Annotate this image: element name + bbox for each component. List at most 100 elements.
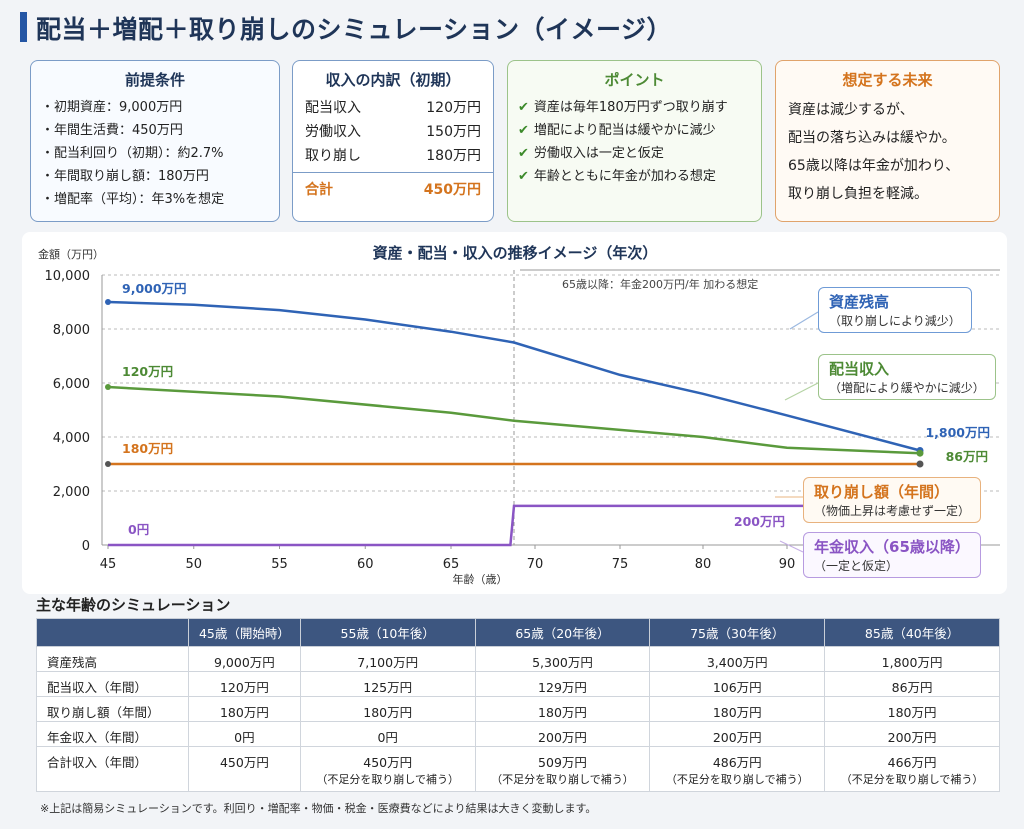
table-cell: 200万円	[649, 721, 826, 747]
income-label: 配当収入	[305, 100, 361, 116]
row-label: 合計収入（年間）	[36, 746, 189, 792]
table-cell: 125万円	[299, 671, 476, 697]
income-row: 配当収入 120万円	[293, 96, 493, 120]
y-tick-label: 8,000	[53, 323, 90, 338]
data-label: 9,000万円	[122, 281, 187, 296]
table-row: 資産残高 9,000万円 7,100万円 5,300万円 3,400万円 1,800万円	[36, 646, 1000, 672]
series-line-0	[107, 300, 921, 452]
y-tick-label: 2,000	[53, 485, 90, 500]
data-label: 1,800万円	[925, 425, 990, 440]
cell-value: 3,400万円	[706, 655, 768, 670]
cell-value: 180万円	[887, 705, 937, 720]
data-label: 86万円	[946, 449, 988, 464]
table-cell: 180万円	[824, 696, 1000, 722]
row-label: 配当収入（年間）	[36, 671, 189, 697]
future-box: 想定する未来 資産は減少するが、 配当の落ち込みは緩やか。 65歳以降は年金が加…	[775, 60, 1000, 222]
table-cell: 450万円	[188, 746, 301, 792]
callout-asset-title: 資産残高	[829, 293, 890, 311]
points-heading: ポイント	[604, 71, 665, 89]
table-cell: 200万円	[824, 721, 1000, 747]
cell-value: 200万円	[712, 730, 762, 745]
callout-leader	[789, 311, 819, 330]
y-tick-label: 4,000	[53, 431, 90, 446]
cell-value: 0円	[234, 730, 255, 745]
simulation-table: 45歳（開始時） 55歳（10年後） 65歳（20年後） 75歳（30年後） 8…	[36, 618, 1000, 792]
callout-withdrawal-note: （物価上昇は考慮せず一定）	[814, 504, 971, 518]
series-start-point	[105, 384, 111, 391]
column-header: 55歳（10年後）	[299, 618, 476, 647]
cell-value: 1,800万円	[881, 655, 943, 670]
table-cell: 5,300万円	[474, 646, 651, 672]
title-accent-bar	[20, 12, 27, 42]
check-icon: ✔	[518, 146, 529, 161]
cell-value: 86万円	[891, 680, 933, 695]
cell-value: 450万円	[219, 755, 269, 770]
y-tick-label: 10,000	[45, 269, 91, 284]
y-tick-label: 0	[82, 539, 90, 554]
future-heading: 想定する未来	[842, 71, 933, 89]
premises-box: 前提条件 ・初期資産：9,000万円 ・年間生活費：450万円 ・配当利回り（初…	[30, 60, 280, 222]
check-icon: ✔	[518, 123, 529, 138]
page-title: 配当＋増配＋取り崩しのシミュレーション（イメージ）	[36, 15, 673, 44]
x-tick-label: 70	[527, 557, 544, 572]
cell-value: 200万円	[538, 730, 587, 745]
series-line-3	[108, 504, 841, 547]
points-box: ポイント ✔ 資産は毎年180万円ずつ取り崩す ✔ 増配により配当は緩やかに減少 ✔…	[507, 60, 762, 222]
table-row: 配当収入（年間） 120万円 125万円 129万円 106万円 86万円	[36, 671, 1000, 697]
income-total-label: 合計	[305, 182, 333, 198]
table-cell: 466万円 （不足分を取り崩しで補う）	[824, 746, 1000, 792]
callout-dividend: 配当収入 （増配により緩やかに減少）	[818, 354, 996, 400]
x-tick-label: 65	[443, 557, 460, 572]
callout-dividend-title: 配当収入	[829, 360, 890, 378]
table-cell: 486万円 （不足分を取り崩しで補う）	[649, 746, 826, 792]
column-header: 75歳（30年後）	[649, 618, 826, 647]
data-label: 180万円	[122, 441, 173, 456]
table-cell: 0円	[299, 721, 476, 747]
x-tick-label: 55	[271, 557, 288, 572]
callout-withdrawal: 取り崩し額（年間） （物価上昇は考慮せず一定）	[803, 477, 982, 523]
pension-annotation: 65歳以降：年金200万円/年 加わる想定	[562, 277, 758, 291]
x-tick-label: 90	[779, 557, 796, 572]
table-cell: 120万円	[188, 671, 301, 697]
table-cell: 509万円 （不足分を取り崩しで補う）	[474, 746, 651, 792]
line-chart: 資産・配当・収入の推移イメージ（年次） 金額（万円） 年齢（歳） 0 2,000 4,00…	[38, 244, 1000, 586]
premise-item: ・年間取り崩し額：180万円	[41, 169, 209, 184]
callout-asset-note: （取り崩しにより減少）	[829, 314, 961, 328]
cell-value: 106万円	[712, 680, 762, 695]
premise-item: ・年間生活費：450万円	[41, 123, 183, 138]
income-value: 180万円	[426, 148, 481, 164]
row-label: 年金収入（年間）	[36, 721, 189, 747]
series-line-1	[107, 385, 921, 455]
cell-note: （不足分を取り崩しで補う）	[840, 773, 984, 786]
table-cell: 3,400万円	[649, 646, 826, 672]
cell-value: 180万円	[363, 705, 413, 720]
x-tick-label: 75	[612, 557, 629, 572]
future-line: 配当の落ち込みは緩やか。	[788, 130, 956, 146]
cell-value: 125万円	[363, 680, 413, 695]
income-label: 労働収入	[305, 124, 361, 140]
table-cell: 9,000万円	[188, 646, 301, 672]
income-total-row: 合計 450万円	[293, 172, 493, 202]
future-line: 65歳以降は年金が加わり、	[788, 158, 960, 174]
table-cell: 180万円	[299, 696, 476, 722]
table-cell: 180万円	[649, 696, 826, 722]
column-header: 45歳（開始時）	[188, 618, 301, 647]
income-row: 労働収入 150万円	[293, 120, 493, 144]
premise-item: ・配当利回り（初期）：約2.7%	[41, 146, 224, 161]
cell-value: 180万円	[712, 705, 762, 720]
cell-value: 9,000万円	[214, 655, 275, 670]
future-line: 取り崩し負担を軽減。	[788, 186, 928, 202]
table-cell: 1,800万円	[824, 646, 1000, 672]
premise-item: ・初期資産：9,000万円	[41, 100, 183, 115]
series-start-point	[105, 461, 111, 467]
data-label: 0円	[128, 522, 149, 537]
table-cell: 106万円	[649, 671, 826, 697]
table-row: 合計収入（年間） 450万円 450万円 （不足分を取り崩しで補う） 509万円 （不足分…	[36, 746, 1000, 792]
cell-value: 466万円	[887, 755, 937, 770]
cell-note: （不足分を取り崩しで補う）	[665, 773, 809, 786]
chart-title: 資産・配当・収入の推移イメージ（年次）	[373, 244, 658, 262]
income-total-value: 450万円	[423, 182, 481, 198]
table-cell: 200万円	[474, 721, 651, 747]
callout-leader	[779, 540, 804, 553]
cell-value: 180万円	[219, 705, 269, 720]
